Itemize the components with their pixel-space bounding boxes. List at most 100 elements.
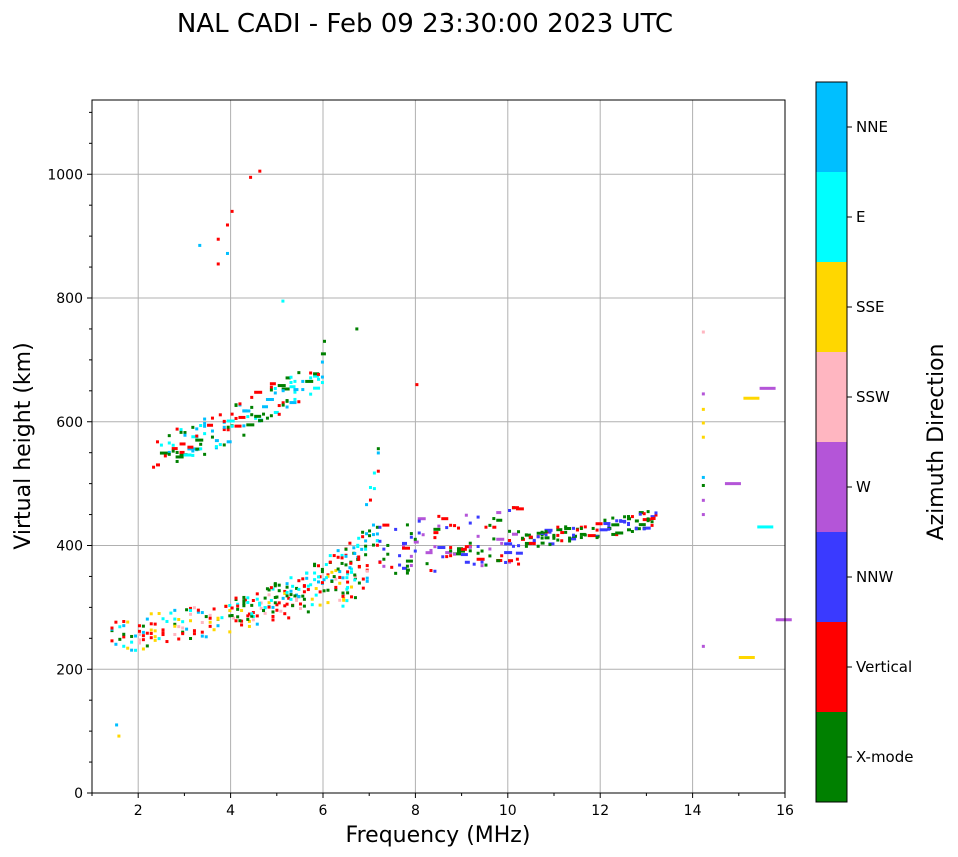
echo-point: [289, 576, 293, 580]
echo-point: [511, 544, 515, 548]
echo-point: [378, 560, 382, 564]
echo-point: [208, 613, 212, 617]
echo-point: [298, 607, 302, 611]
echo-point: [472, 562, 476, 566]
echo-point: [650, 520, 654, 524]
isolated-echo-point: [115, 723, 119, 727]
isolated-echo-point: [117, 734, 121, 738]
echo-point: [285, 602, 289, 606]
echo-point: [212, 607, 216, 611]
echo-point: [464, 560, 470, 564]
echo-point: [302, 604, 306, 608]
echo-point: [195, 447, 201, 451]
echo-point: [134, 634, 138, 638]
echo-point: [153, 622, 157, 626]
echo-point: [293, 388, 299, 392]
echo-point: [353, 573, 357, 577]
echo-point: [251, 614, 255, 618]
echo-point: [564, 527, 572, 531]
echo-point: [607, 525, 611, 529]
echo-point: [615, 533, 619, 537]
echo-point: [247, 624, 251, 628]
echo-point: [203, 417, 207, 421]
echo-point: [318, 575, 322, 579]
echo-point: [372, 471, 376, 475]
grid-lines: [92, 100, 786, 794]
echo-point: [246, 614, 250, 618]
echo-point: [334, 585, 338, 589]
echo-point: [350, 595, 354, 599]
echo-point: [236, 604, 240, 608]
echo-point: [320, 381, 324, 385]
echo-point: [263, 596, 267, 600]
echo-point: [313, 374, 320, 378]
echo-point: [204, 615, 208, 619]
echo-point: [137, 629, 141, 633]
echo-point: [149, 631, 153, 635]
echo-point: [409, 554, 413, 558]
echo-point: [301, 594, 305, 598]
echo-point: [328, 560, 332, 564]
echo-point: [390, 565, 394, 569]
echo-point: [376, 451, 380, 455]
echo-point: [281, 389, 285, 393]
echo-point: [364, 544, 368, 548]
echo-point: [267, 593, 271, 597]
echo-point: [348, 566, 352, 570]
echo-point: [181, 620, 185, 624]
echo-points: [110, 169, 792, 738]
echo-point: [371, 533, 375, 537]
echo-point: [169, 611, 173, 615]
echo-point: [556, 538, 560, 542]
echo-point: [528, 535, 533, 539]
echo-point: [302, 597, 306, 601]
echo-point: [149, 628, 153, 632]
echo-point: [283, 589, 287, 593]
echo-point: [210, 435, 214, 439]
echo-point: [382, 564, 386, 568]
echo-point: [242, 604, 246, 608]
echo-point: [540, 536, 544, 540]
isolated-echo-point: [738, 655, 755, 659]
echo-point: [330, 579, 334, 583]
echo-point: [295, 597, 299, 601]
echo-point: [324, 563, 328, 567]
echo-point: [336, 555, 340, 559]
echo-point: [536, 544, 540, 548]
echo-point: [175, 450, 179, 454]
echo-point: [285, 405, 289, 409]
echo-point: [183, 431, 187, 435]
echo-point: [145, 644, 149, 648]
echo-point: [175, 427, 179, 431]
echo-point: [429, 569, 433, 573]
echo-point: [364, 539, 368, 543]
echo-point: [365, 532, 369, 536]
echo-point: [283, 612, 287, 616]
echo-point: [141, 638, 145, 642]
colorbar-label: Azimuth Direction: [924, 343, 949, 540]
echo-point: [417, 531, 421, 535]
isolated-echo-point: [701, 392, 705, 396]
echo-point: [345, 587, 349, 591]
echo-point: [246, 415, 250, 419]
echo-point: [357, 557, 361, 561]
echo-point: [271, 614, 275, 618]
echo-point: [218, 443, 222, 447]
echo-point: [365, 569, 369, 573]
echo-point: [269, 414, 273, 418]
echo-point: [269, 382, 276, 386]
echo-point: [263, 611, 267, 615]
echo-point: [353, 596, 357, 600]
echo-point: [254, 390, 263, 394]
echo-point: [122, 644, 126, 648]
echo-point: [258, 603, 262, 607]
echo-point: [309, 376, 313, 380]
echo-point: [456, 549, 465, 553]
echo-point: [250, 413, 254, 417]
echo-point: [293, 390, 297, 394]
echo-point: [402, 541, 408, 545]
echo-point: [453, 524, 457, 528]
echo-point: [453, 552, 462, 556]
echo-point: [560, 539, 564, 543]
x-tick-label: 8: [411, 803, 420, 819]
